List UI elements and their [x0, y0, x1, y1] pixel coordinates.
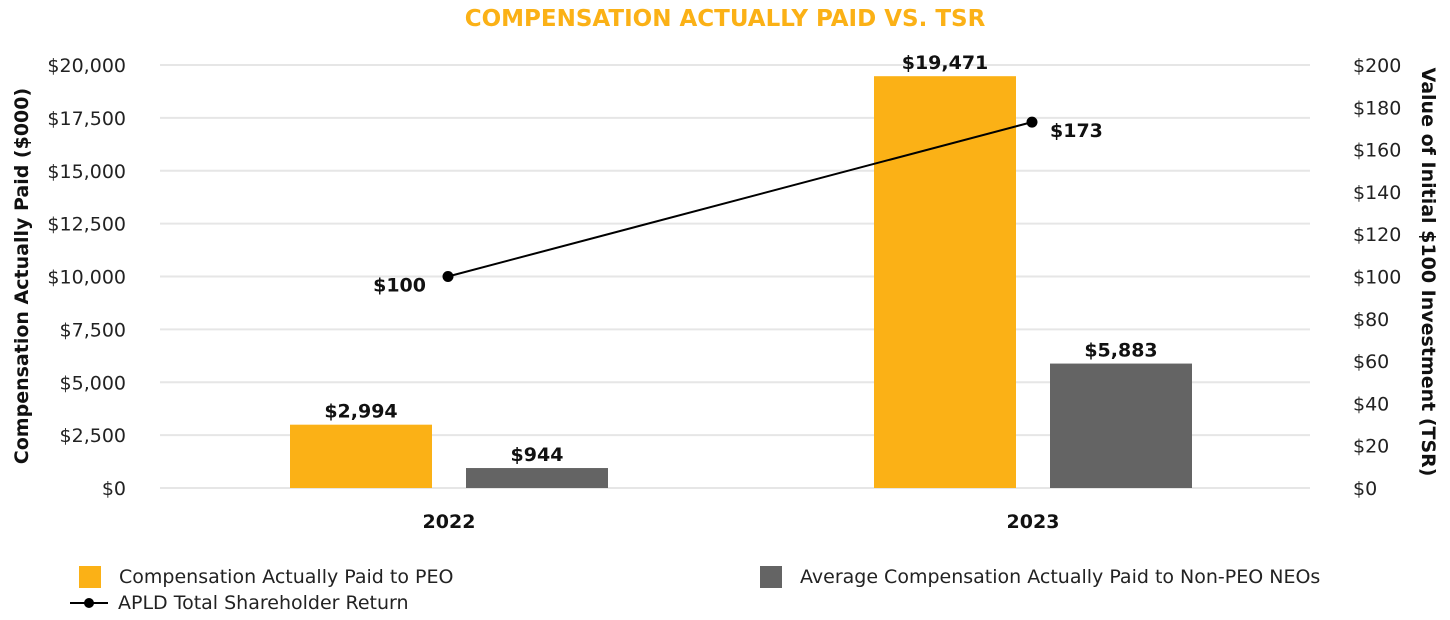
- tsr-point: [1026, 116, 1038, 128]
- bar-value-label: $944: [511, 444, 564, 466]
- right-tick-label: $100: [1353, 267, 1401, 289]
- legend-swatch-peo: [79, 566, 101, 588]
- right-tick-label: $40: [1353, 393, 1389, 415]
- tsr-line-path: [447, 121, 1033, 278]
- legend-swatch-neo: [760, 566, 782, 588]
- right-axis-ticks: $0 $20 $40 $60 $80 $100 $120 $140 $160 $180 $200: [1353, 55, 1401, 500]
- tsr-point: [442, 271, 454, 282]
- tsr-line: [442, 116, 1038, 282]
- left-tick-label: $17,500: [47, 108, 126, 130]
- bar-peo-2022: [290, 424, 432, 488]
- bar-peo-2023: [874, 76, 1016, 488]
- legend-line-icon: [70, 595, 108, 611]
- data-labels: $2,994 $944 $19,471 $5,883 $100 $173: [324, 52, 1157, 466]
- tsr-value-label: $100: [373, 275, 426, 297]
- category-label-2023: 2023: [1007, 511, 1060, 533]
- bar-value-label: $19,471: [902, 52, 989, 74]
- left-tick-label: $12,500: [47, 214, 126, 236]
- right-tick-label: $180: [1353, 97, 1401, 119]
- bar-value-label: $2,994: [324, 401, 397, 423]
- chart-title: COMPENSATION ACTUALLY PAID VS. TSR: [465, 6, 986, 32]
- tsr-value-label: $173: [1050, 120, 1103, 142]
- legend-item-tsr: APLD Total Shareholder Return: [70, 592, 409, 614]
- category-label-2022: 2022: [423, 511, 476, 533]
- bar-neo-2023: [1050, 363, 1192, 488]
- left-axis-ticks: $0 $2,500 $5,000 $7,500 $10,000 $12,500 $15,00…: [47, 55, 126, 500]
- right-tick-label: $140: [1353, 182, 1401, 204]
- legend-item-neo: Average Compensation Actually Paid to No…: [760, 566, 1320, 588]
- left-tick-label: $5,000: [60, 372, 126, 394]
- right-tick-label: $80: [1353, 309, 1389, 331]
- left-tick-label: $15,000: [47, 161, 126, 183]
- bar-neo-2022: [466, 468, 608, 488]
- left-tick-label: $10,000: [47, 267, 126, 289]
- left-tick-label: $0: [102, 478, 126, 500]
- legend-label-peo: Compensation Actually Paid to PEO: [119, 566, 454, 588]
- category-labels: 2022 2023: [423, 511, 1060, 533]
- left-axis-title: Compensation Actually Paid ($000): [11, 88, 33, 464]
- left-tick-label: $20,000: [47, 55, 126, 77]
- right-tick-label: $60: [1353, 351, 1389, 373]
- right-tick-label: $200: [1353, 55, 1401, 77]
- right-tick-label: $160: [1353, 140, 1401, 162]
- legend-item-peo: Compensation Actually Paid to PEO: [79, 566, 453, 588]
- legend-label-neo: Average Compensation Actually Paid to No…: [800, 566, 1321, 588]
- right-tick-label: $120: [1353, 224, 1401, 246]
- legend-label-tsr: APLD Total Shareholder Return: [118, 592, 409, 614]
- right-axis-title: Value of Initial $100 Investment (TSR): [1417, 68, 1439, 477]
- left-tick-label: $2,500: [60, 425, 126, 447]
- bar-value-label: $5,883: [1084, 340, 1157, 362]
- left-tick-label: $7,500: [60, 319, 126, 341]
- right-tick-label: $0: [1353, 478, 1377, 500]
- right-tick-label: $20: [1353, 436, 1389, 458]
